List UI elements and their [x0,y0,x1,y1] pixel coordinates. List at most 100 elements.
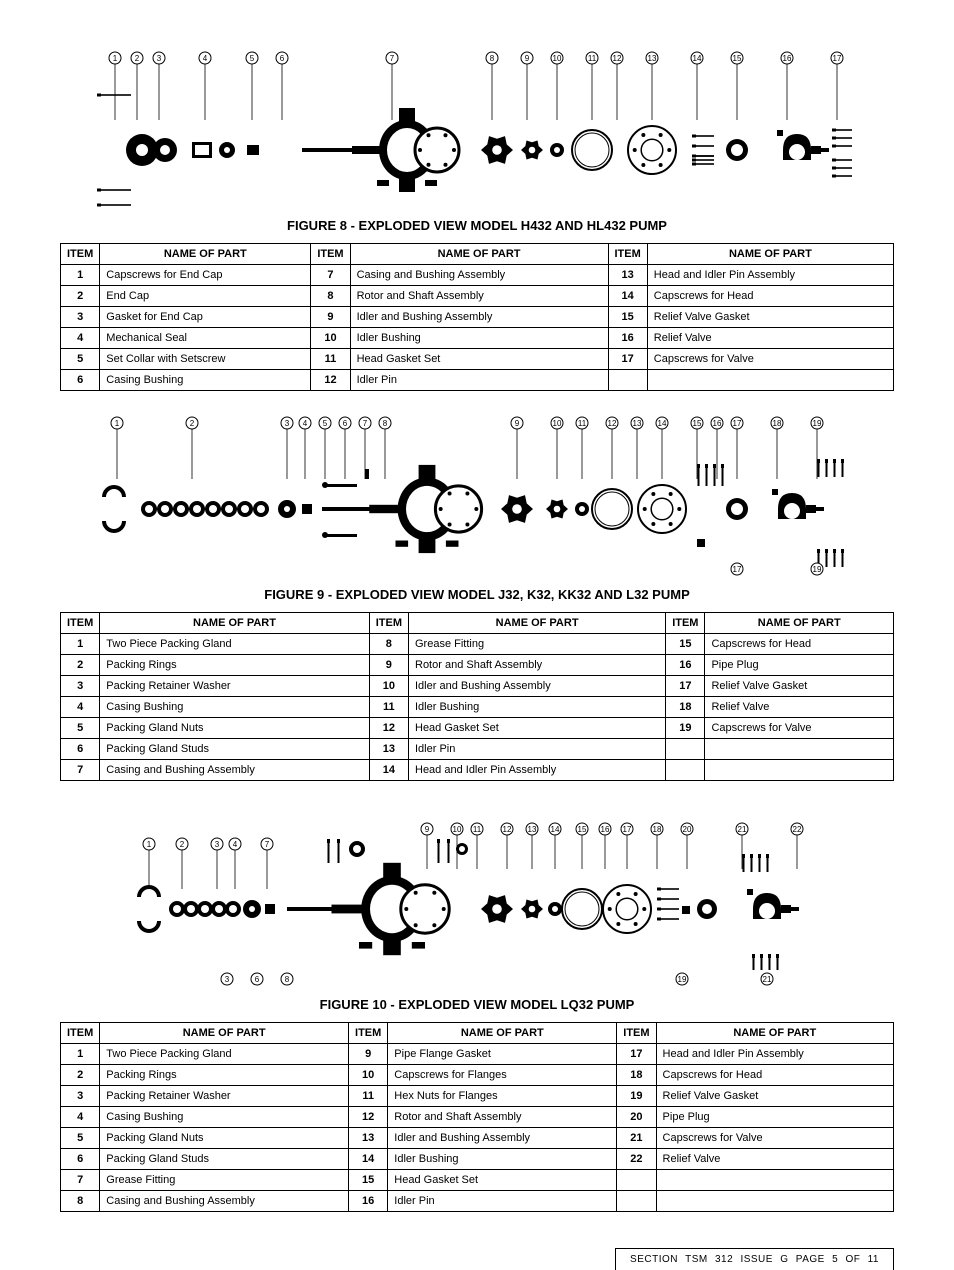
svg-text:21: 21 [763,975,772,984]
item-number: 8 [369,634,408,655]
item-number: 21 [617,1128,656,1149]
svg-text:17: 17 [733,565,742,574]
svg-text:4: 4 [303,419,308,428]
figure9-parts-table: ITEM NAME OF PART ITEM NAME OF PART ITEM… [60,612,894,781]
item-number: 16 [666,655,705,676]
item-number: 14 [369,760,408,781]
col-item: ITEM [617,1023,656,1044]
svg-text:16: 16 [713,419,722,428]
part-name: Pipe Flange Gasket [388,1044,617,1065]
svg-text:6: 6 [280,54,285,63]
item-number: 4 [61,697,100,718]
item-number: 9 [369,655,408,676]
item-number: 15 [608,307,647,328]
part-name: Rotor and Shaft Assembly [350,286,608,307]
svg-text:7: 7 [390,54,395,63]
svg-text:9: 9 [525,54,530,63]
item-number [666,739,705,760]
item-number: 10 [349,1065,388,1086]
figure9-diagram: 123456789101112131415161718191719 [60,409,894,579]
part-name [705,739,894,760]
item-number: 11 [311,349,350,370]
item-number: 7 [311,265,350,286]
item-number: 12 [369,718,408,739]
part-name: Capscrews for Head [647,286,893,307]
item-number: 1 [61,634,100,655]
svg-text:15: 15 [578,825,587,834]
item-number: 7 [61,760,100,781]
item-number: 9 [349,1044,388,1065]
table-row: 3Packing Retainer Washer10Idler and Bush… [61,676,894,697]
part-name: Head Gasket Set [409,718,666,739]
table-row: 6Packing Gland Studs13Idler Pin [61,739,894,760]
col-name: NAME OF PART [100,244,311,265]
svg-text:13: 13 [648,54,657,63]
svg-text:1: 1 [115,419,120,428]
svg-text:21: 21 [738,825,747,834]
svg-text:10: 10 [553,54,562,63]
table-row: 3Packing Retainer Washer11Hex Nuts for F… [61,1086,894,1107]
item-number: 2 [61,1065,100,1086]
part-name: Packing Rings [100,1065,349,1086]
part-name: Casing Bushing [100,1107,349,1128]
item-number: 15 [349,1170,388,1191]
svg-text:2: 2 [180,840,185,849]
part-name: Idler Pin [350,370,608,391]
part-name: Idler and Bushing Assembly [409,676,666,697]
table-row: 1Capscrews for End Cap7Casing and Bushin… [61,265,894,286]
svg-text:15: 15 [733,54,742,63]
svg-text:3: 3 [215,840,220,849]
svg-text:4: 4 [233,840,238,849]
svg-text:3: 3 [157,54,162,63]
item-number: 14 [608,286,647,307]
svg-text:6: 6 [343,419,348,428]
part-name: Capscrews for Valve [647,349,893,370]
part-name [705,760,894,781]
item-number: 15 [666,634,705,655]
table-row: 3Gasket for End Cap9Idler and Bushing As… [61,307,894,328]
table-row: 6Packing Gland Studs14Idler Bushing22Rel… [61,1149,894,1170]
item-number: 2 [61,286,100,307]
svg-text:19: 19 [813,419,822,428]
item-number: 8 [61,1191,100,1212]
table-row: 4Casing Bushing12Rotor and Shaft Assembl… [61,1107,894,1128]
svg-text:13: 13 [633,419,642,428]
svg-text:7: 7 [265,840,270,849]
part-name: Packing Gland Studs [100,739,369,760]
svg-text:20: 20 [683,825,692,834]
figure8-parts-table: ITEM NAME OF PART ITEM NAME OF PART ITEM… [60,243,894,391]
col-name: NAME OF PART [100,613,369,634]
part-name: Two Piece Packing Gland [100,1044,349,1065]
col-item: ITEM [61,244,100,265]
svg-text:10: 10 [453,825,462,834]
svg-text:14: 14 [693,54,702,63]
table-row: 5Packing Gland Nuts12Head Gasket Set19Ca… [61,718,894,739]
part-name: Relief Valve Gasket [656,1086,893,1107]
col-name: NAME OF PART [647,244,893,265]
item-number: 3 [61,1086,100,1107]
col-name: NAME OF PART [388,1023,617,1044]
svg-text:6: 6 [255,975,260,984]
table-row: 5Set Collar with Setscrew11Head Gasket S… [61,349,894,370]
col-item: ITEM [61,613,100,634]
table-row: 2Packing Rings10Capscrews for Flanges18C… [61,1065,894,1086]
item-number: 6 [61,370,100,391]
svg-text:11: 11 [473,825,482,834]
item-number: 13 [349,1128,388,1149]
figure10-diagram: 9101112131415161718202122123473681921 [60,799,894,989]
item-number: 3 [61,307,100,328]
svg-text:11: 11 [588,54,597,63]
table-row: 4Mechanical Seal10Idler Bushing16Relief … [61,328,894,349]
svg-text:18: 18 [653,825,662,834]
part-name: Relief Valve [647,328,893,349]
item-number: 19 [617,1086,656,1107]
svg-text:19: 19 [813,565,822,574]
table-row: 1Two Piece Packing Gland8Grease Fitting1… [61,634,894,655]
col-name: NAME OF PART [350,244,608,265]
table-row: 7Casing and Bushing Assembly14Head and I… [61,760,894,781]
svg-text:14: 14 [551,825,560,834]
table-row: 8Casing and Bushing Assembly16Idler Pin [61,1191,894,1212]
svg-text:5: 5 [250,54,255,63]
part-name: Head and Idler Pin Assembly [647,265,893,286]
part-name: Gasket for End Cap [100,307,311,328]
